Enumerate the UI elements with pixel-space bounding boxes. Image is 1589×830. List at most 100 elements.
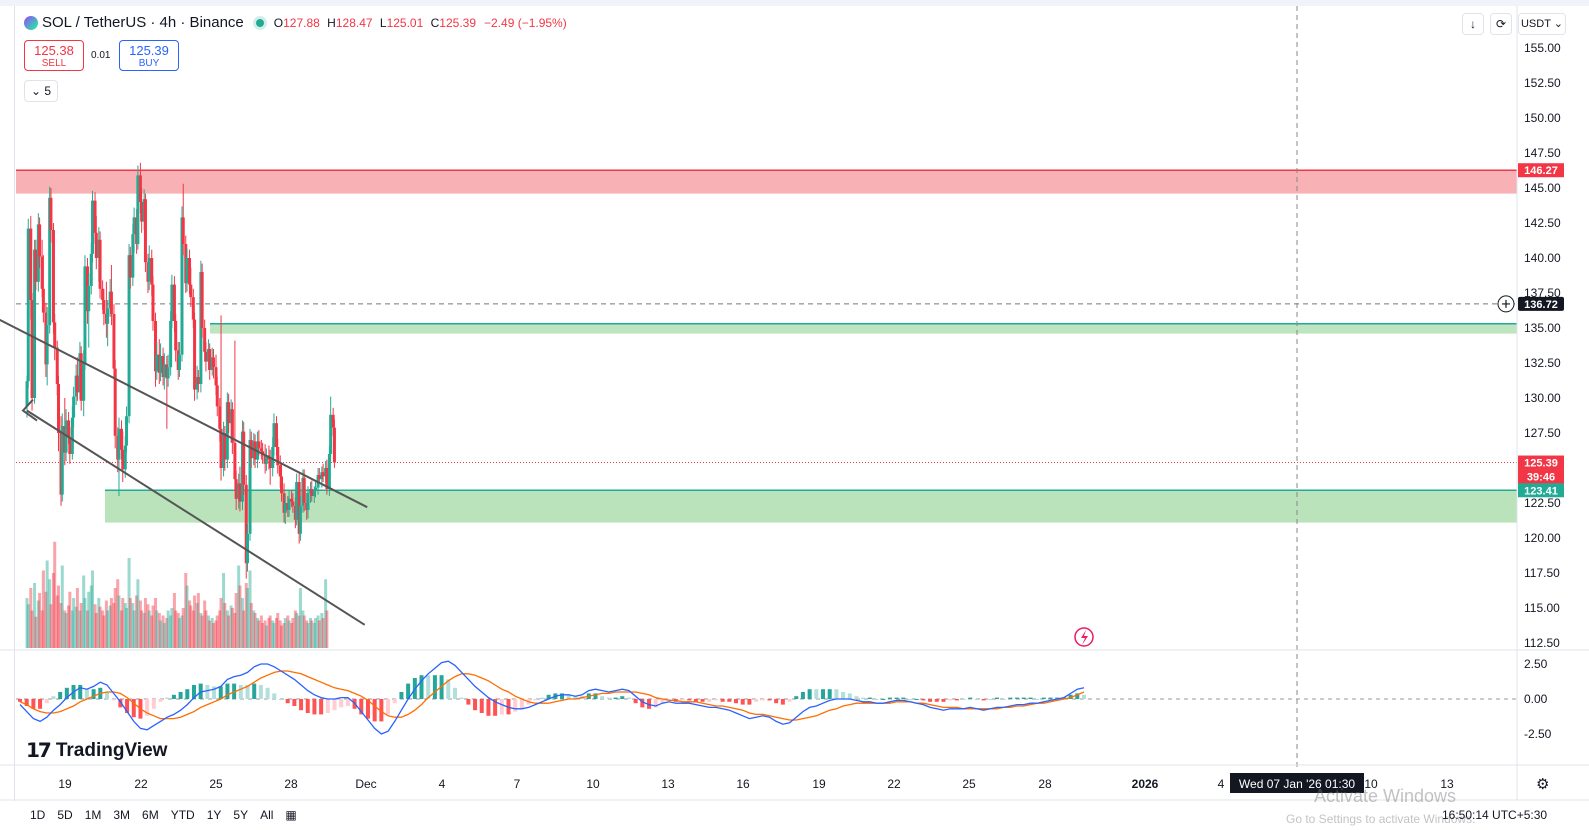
- volume-bar: [146, 604, 150, 648]
- candle-body: [159, 356, 163, 373]
- macd-histogram-bar: [914, 699, 919, 700]
- price-tick-label: 117.50: [1524, 566, 1560, 580]
- candle-body: [271, 447, 275, 468]
- time-tick-label: 22: [134, 777, 148, 791]
- buy-button[interactable]: 125.39 BUY: [119, 40, 179, 71]
- volume-bar: [78, 610, 82, 648]
- macd-histogram-bar: [44, 699, 49, 704]
- utc-clock[interactable]: 16:50:14 UTC+5:30: [1442, 808, 1548, 822]
- volume-bar: [59, 603, 63, 648]
- volume-bar: [301, 610, 305, 648]
- range-button-6m[interactable]: 6M: [142, 808, 159, 822]
- volume-bar: [36, 600, 40, 648]
- macd-histogram-bar: [901, 697, 906, 699]
- macd-histogram-bar: [894, 697, 899, 699]
- range-button-all[interactable]: All: [260, 808, 274, 822]
- candle-body: [29, 228, 33, 300]
- volume-bar: [225, 610, 229, 648]
- candle-body: [51, 230, 55, 323]
- volume-bar: [233, 613, 237, 648]
- volume-bar: [97, 598, 101, 648]
- candle-body: [276, 447, 280, 466]
- candle-body: [211, 357, 215, 368]
- macd-histogram-bar: [854, 696, 859, 699]
- time-tick-label: 4: [439, 777, 446, 791]
- macd-histogram-bar: [754, 699, 759, 702]
- macd-histogram-bar: [426, 675, 431, 699]
- macd-histogram-bar: [1082, 694, 1086, 699]
- price-tick-label: 155.00: [1524, 41, 1561, 55]
- macd-histogram-bar: [881, 699, 886, 700]
- volume-bar: [324, 579, 328, 648]
- volume-bar: [147, 610, 151, 648]
- macd-histogram-bar: [533, 699, 538, 701]
- candle-body: [150, 258, 154, 285]
- volume-bar: [172, 593, 176, 648]
- price-change: −2.49 (−1.95%): [484, 15, 567, 30]
- candle-body: [233, 442, 237, 480]
- volume-bar: [63, 610, 67, 648]
- volume-bar: [159, 620, 163, 648]
- calendar-icon[interactable]: ▦: [285, 808, 297, 822]
- currency-selector[interactable]: USDT ⌄: [1518, 13, 1566, 35]
- indicators-collapse-button[interactable]: ⌄ 5: [24, 80, 58, 102]
- top-strip: [0, 0, 1589, 6]
- volume-bar: [169, 615, 173, 648]
- macd-histogram-bar: [600, 696, 605, 699]
- candle-body: [79, 353, 83, 401]
- macd-histogram-bar: [734, 699, 739, 704]
- solana-coin-icon: [24, 15, 38, 30]
- symbol-title[interactable]: SOL / TetherUS · 4h · Binance: [42, 14, 244, 31]
- macd-histogram-bar: [1028, 697, 1033, 699]
- volume-bar: [215, 615, 219, 648]
- macd-tick-label: 0.00: [1524, 692, 1548, 706]
- volume-bar: [82, 575, 86, 648]
- candle-body: [321, 472, 325, 477]
- time-tick-label: 28: [284, 777, 298, 791]
- range-button-5d[interactable]: 5D: [57, 808, 73, 822]
- macd-histogram-bar: [365, 699, 370, 719]
- range-button-1m[interactable]: 1M: [84, 808, 102, 822]
- macd-tick-label: 2.50: [1524, 657, 1548, 671]
- candle-body: [89, 253, 93, 286]
- download-icon[interactable]: ↓: [1462, 13, 1484, 35]
- volume-bar: [121, 598, 125, 648]
- candle-body: [55, 347, 59, 384]
- volume-bar: [165, 618, 169, 648]
- candle-body: [143, 199, 147, 263]
- trendline-lower-support[interactable]: [26, 409, 366, 626]
- macd-histogram-bar: [151, 699, 156, 709]
- fullscreen-icon[interactable]: ⟳: [1490, 13, 1512, 35]
- volume-bar: [74, 606, 78, 648]
- volume-bar: [143, 598, 147, 648]
- volume-bar: [297, 615, 301, 648]
- tradingview-logo[interactable]: 𝟭𝟳 TradingView: [26, 739, 168, 763]
- range-button-3m[interactable]: 3M: [113, 808, 131, 822]
- macd-histogram-bar: [312, 699, 317, 715]
- trendline-descending-resistance[interactable]: [0, 163, 368, 509]
- range-button-ytd[interactable]: YTD: [170, 808, 195, 822]
- candle-body: [53, 322, 57, 348]
- volume-bar: [177, 618, 181, 648]
- settings-icon[interactable]: ⚙: [1536, 776, 1550, 793]
- candle-body: [331, 414, 335, 428]
- volume-bar: [127, 558, 131, 648]
- range-button-1y[interactable]: 1Y: [206, 808, 222, 822]
- macd-histogram-bar: [145, 699, 150, 716]
- macd-histogram-bar: [974, 699, 979, 700]
- volume-bar: [72, 598, 76, 648]
- range-button-1d[interactable]: 1D: [30, 808, 46, 822]
- macd-histogram-bar: [620, 696, 625, 699]
- range-button-5y[interactable]: 5Y: [233, 808, 249, 822]
- volume-bar: [44, 591, 48, 648]
- candle-body: [26, 228, 30, 382]
- macd-histogram-bar: [834, 689, 839, 699]
- candle-body: [312, 490, 316, 496]
- macd-histogram-bar: [647, 699, 652, 709]
- macd-histogram-bar: [593, 693, 598, 699]
- sell-button[interactable]: 125.38 SELL: [24, 40, 84, 71]
- candle-body: [259, 448, 263, 452]
- candle-body: [93, 200, 97, 233]
- volume-bar: [83, 598, 87, 648]
